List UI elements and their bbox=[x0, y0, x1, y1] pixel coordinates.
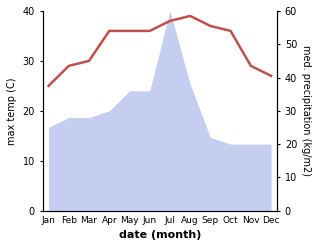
Y-axis label: max temp (C): max temp (C) bbox=[7, 77, 17, 144]
X-axis label: date (month): date (month) bbox=[119, 230, 201, 240]
Y-axis label: med. precipitation (kg/m2): med. precipitation (kg/m2) bbox=[301, 45, 311, 176]
